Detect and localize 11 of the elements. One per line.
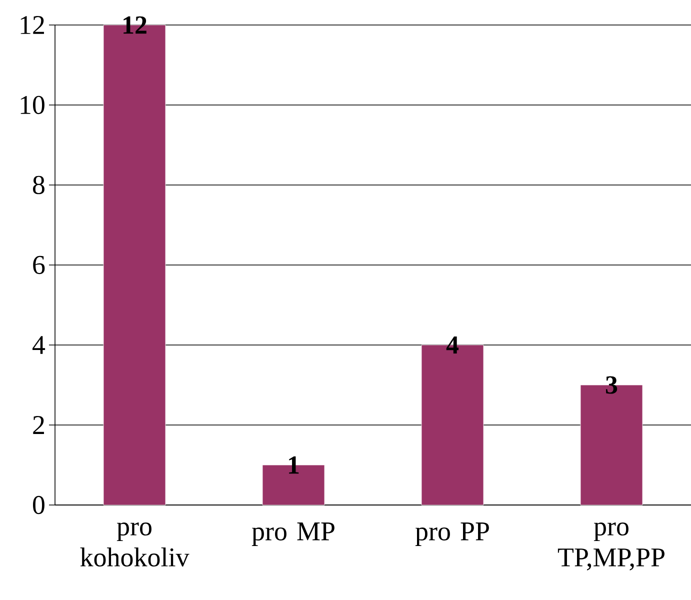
x-tick-label: pro PP (415, 522, 489, 546)
y-tick-label: 12 (20, 16, 44, 34)
y-tick-label: 8 (33, 176, 44, 194)
y-tick-label: 6 (33, 256, 45, 274)
x-tick-label: pro TP,MP,PP (558, 522, 664, 570)
y-tick-label: 10 (20, 96, 44, 114)
x-tick-label: pro kohokoliv (80, 522, 190, 567)
x-tick-label: pro MP (252, 522, 334, 546)
y-tick-label: 4 (32, 336, 46, 354)
y-tick-label: 2 (33, 416, 44, 434)
y-tick-label: 0 (33, 496, 44, 514)
